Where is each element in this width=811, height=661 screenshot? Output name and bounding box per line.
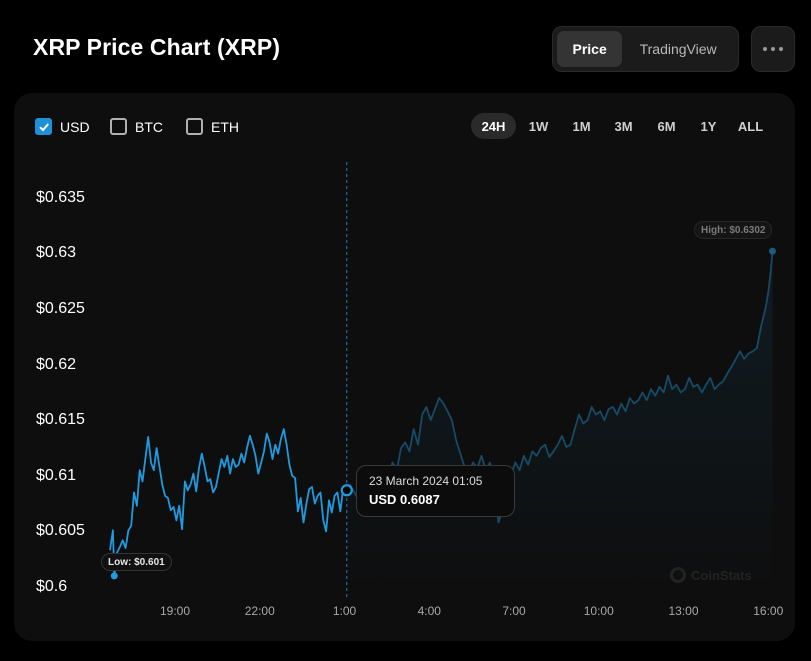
range-1m-button[interactable]: 1M	[572, 118, 591, 134]
currency-label-btc: BTC	[135, 118, 163, 135]
ellipsis-icon-dot	[771, 47, 775, 51]
y-tick-label: $0.62	[36, 355, 77, 373]
page-title: XRP Price Chart (XRP)	[33, 34, 281, 60]
tooltip-value: USD 0.6087	[369, 492, 440, 507]
range-1y-button[interactable]: 1Y	[700, 118, 717, 134]
y-tick-label: $0.6	[36, 578, 68, 595]
range-3m-button[interactable]: 3M	[614, 118, 633, 134]
currency-label-usd: USD	[60, 118, 90, 135]
tab-price[interactable]: Price	[557, 31, 623, 67]
y-tick-label: $0.61	[36, 466, 77, 484]
x-tick-label: 19:00	[159, 604, 191, 618]
currency-eth-toggle[interactable]: ETH	[186, 118, 239, 135]
y-tick-label: $0.605	[36, 522, 85, 540]
range-24h-button[interactable]: 24H	[471, 113, 516, 139]
checkbox-icon[interactable]	[110, 118, 127, 135]
watermark: CoinStats	[670, 567, 752, 583]
hover-point-marker	[340, 484, 353, 497]
y-tick-label: $0.625	[36, 300, 85, 317]
x-tick-label: 1:00	[332, 604, 357, 618]
ellipsis-icon	[763, 47, 767, 51]
high-price-badge: High: $0.6302	[694, 221, 773, 239]
x-tick-label: 13:00	[668, 604, 699, 618]
x-tick-label: 10:00	[583, 604, 614, 618]
range-all-button[interactable]: ALL	[737, 118, 764, 134]
x-tick-label: 7:00	[502, 604, 526, 618]
ellipsis-icon-dot	[779, 47, 783, 51]
y-tick-label: $0.615	[36, 411, 85, 429]
price-tooltip: 23 March 2024 01:05 USD 0.6087	[356, 465, 515, 517]
currency-btc-toggle[interactable]: BTC	[110, 118, 163, 135]
range-6m-button[interactable]: 6M	[657, 118, 676, 134]
view-toggle: Price TradingView	[552, 26, 739, 72]
currency-label-eth: ETH	[211, 118, 239, 135]
high-point-marker	[768, 247, 776, 255]
y-tick-label: $0.635	[36, 188, 85, 206]
price-area-fill	[346, 251, 773, 595]
range-1w-button[interactable]: 1W	[528, 118, 549, 134]
y-tick-label: $0.63	[36, 244, 77, 262]
watermark-text: CoinStats	[691, 567, 752, 583]
x-tick-label: 16:00	[753, 604, 784, 618]
checkbox-checked-icon[interactable]	[35, 118, 52, 135]
currency-usd-toggle[interactable]: USD	[35, 118, 90, 135]
checkbox-icon[interactable]	[186, 118, 203, 135]
time-range-selector: 24H 1W 1M 3M 6M 1Y ALL	[471, 113, 772, 139]
coinstats-logo-icon	[670, 567, 686, 583]
x-tick-label: 4:00	[417, 604, 441, 618]
tooltip-date: 23 March 2024 01:05	[369, 474, 483, 488]
price-line	[109, 428, 347, 577]
x-tick-label: 22:00	[244, 604, 275, 618]
low-point-marker	[110, 572, 118, 580]
more-options-button[interactable]	[751, 26, 795, 72]
low-price-badge: Low: $0.601	[101, 553, 172, 571]
tab-tradingview[interactable]: TradingView	[639, 41, 717, 57]
